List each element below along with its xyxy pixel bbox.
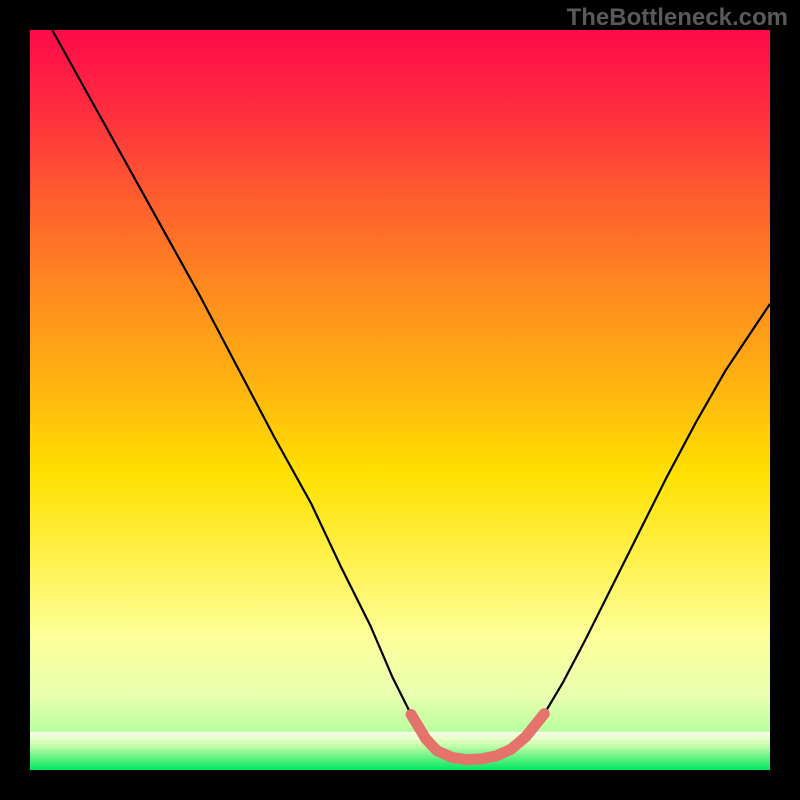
bottleneck-chart (0, 0, 800, 800)
chart-stage: TheBottleneck.com (0, 0, 800, 800)
gradient-background (30, 30, 770, 770)
